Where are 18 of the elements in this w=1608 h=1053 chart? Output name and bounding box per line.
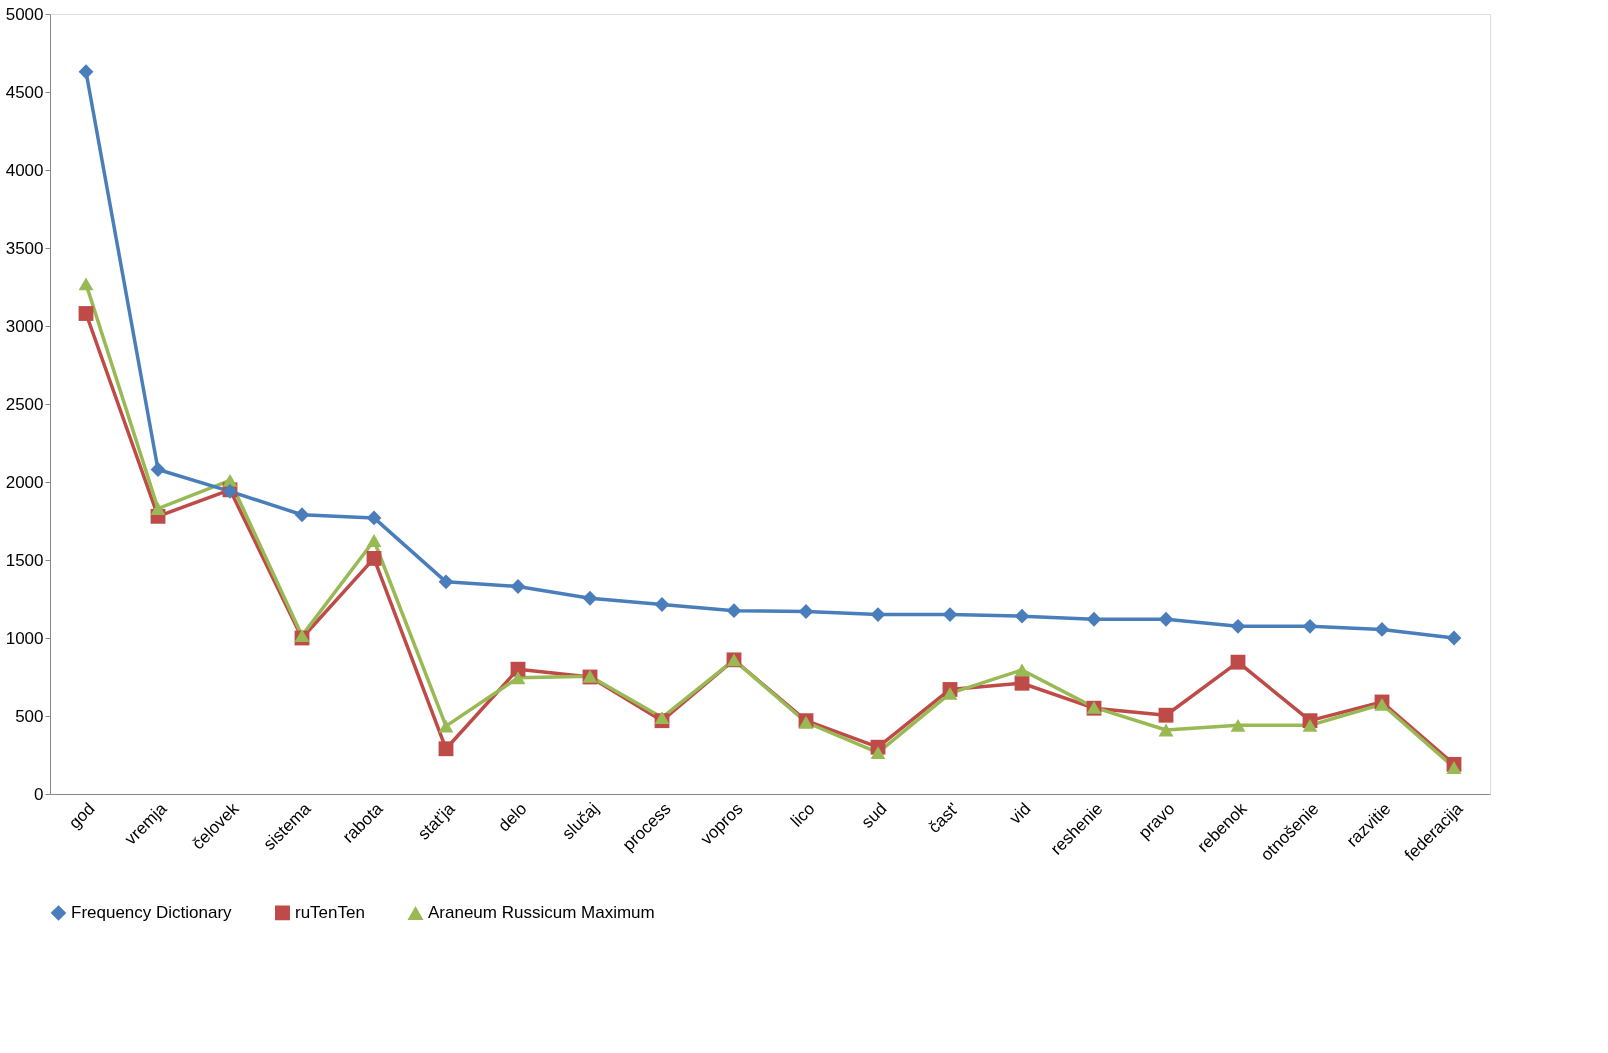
y-tick-label: 5000 [5, 4, 44, 24]
y-tick-label: 3000 [5, 316, 44, 336]
y-tick-label: 1500 [5, 550, 44, 570]
x-tick-label: sud [857, 799, 891, 832]
y-tick-label: 2500 [5, 394, 44, 414]
legend-label: Frequency Dictionary [71, 902, 233, 922]
y-tick-label: 3500 [5, 238, 44, 258]
y-tick-label: 2000 [5, 472, 44, 492]
x-tick-label: vid [1005, 799, 1035, 828]
x-tick-label: lico [787, 799, 819, 831]
x-tick-label: delo [494, 799, 531, 836]
y-tick-label: 1000 [5, 628, 44, 648]
y-tick-label: 4500 [5, 82, 44, 102]
legend-label: Araneum Russicum Maximum [428, 903, 655, 923]
y-tick-label: 4000 [5, 160, 44, 180]
legend-label: ruTenTen [295, 902, 365, 922]
y-tick-label: 500 [15, 706, 44, 726]
y-tick-label: 0 [34, 784, 44, 804]
